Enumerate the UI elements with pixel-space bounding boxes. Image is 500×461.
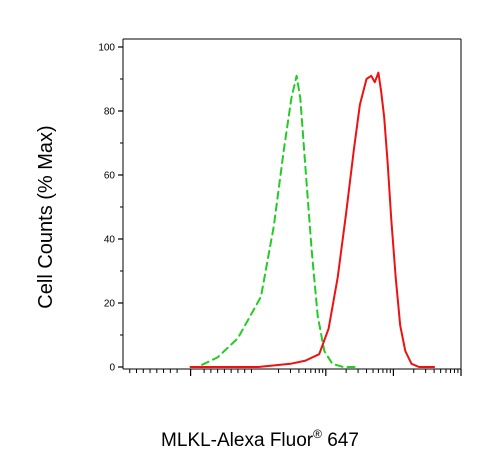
series-layer <box>189 71 436 368</box>
x-axis-label-main: MLKL-Alexa Fluor <box>161 430 314 451</box>
y-axis-label: Cell Counts (% Max) <box>35 125 57 308</box>
y-tick-label-80: 80 <box>104 107 116 118</box>
x-axis-label: MLKL-Alexa Fluor® 647 <box>161 427 359 451</box>
y-tick-label-0: 0 <box>109 363 115 374</box>
y-tick-label-100: 100 <box>98 43 115 54</box>
series-line-control-dashed <box>189 74 360 368</box>
y-tick-label-40: 40 <box>104 235 116 246</box>
series-line-sample-solid <box>189 71 436 368</box>
axes: 0 20 40 60 80 100 <box>98 38 462 376</box>
y-tick-label-60: 60 <box>104 171 116 182</box>
x-axis-label-suffix: 647 <box>322 430 359 451</box>
x-axis-label-registered-mark: ® <box>313 427 322 441</box>
y-tick-label-20: 20 <box>104 299 116 310</box>
